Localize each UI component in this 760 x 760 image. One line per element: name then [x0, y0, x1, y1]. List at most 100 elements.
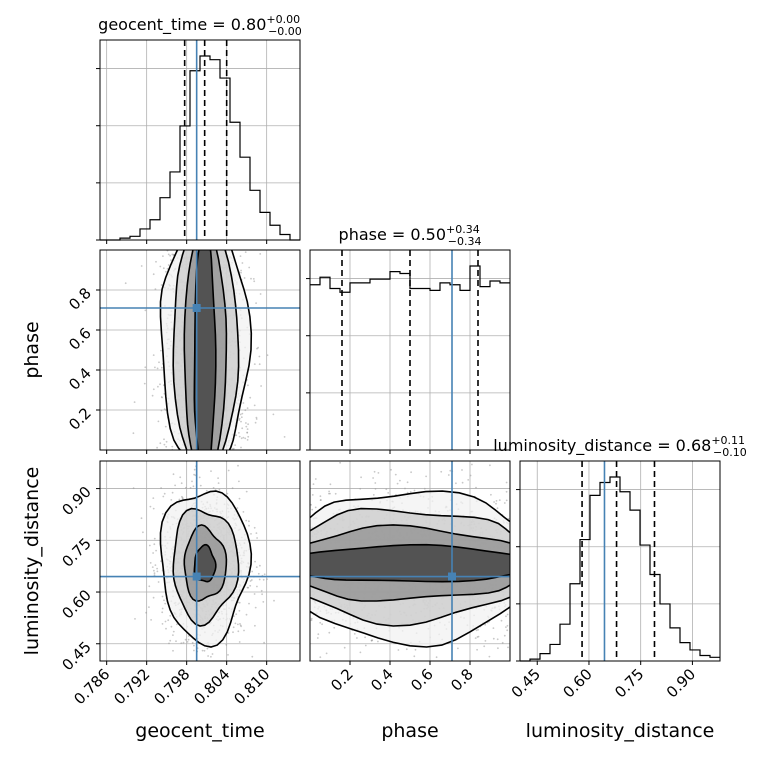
sample-point [178, 498, 181, 501]
sample-point [244, 251, 247, 254]
sample-point [240, 446, 242, 449]
sample-point [149, 505, 152, 508]
sample-point [180, 642, 183, 644]
sample-point [241, 262, 244, 264]
sample-point [166, 268, 169, 270]
sample-point [238, 432, 240, 434]
panel-frame [519, 460, 721, 662]
sample-point [314, 506, 317, 509]
sample-point [461, 481, 464, 484]
sample-point [242, 436, 245, 439]
sample-point [247, 423, 250, 426]
sample-point [258, 578, 261, 581]
sample-point [218, 488, 221, 491]
contour-line [183, 250, 228, 450]
sample-point [243, 629, 245, 632]
sample-point [172, 630, 175, 633]
scatter-panel-geocent-time-vs-luminosity-distance [96, 435, 301, 677]
sample-point [321, 623, 323, 626]
sample-point [163, 408, 166, 410]
panel-frame [309, 249, 511, 451]
sample-point [132, 432, 135, 435]
sample-point [161, 611, 164, 614]
sample-point [154, 366, 156, 369]
sample-point [314, 478, 317, 480]
sample-point [162, 495, 165, 498]
sample-point [261, 593, 263, 596]
sample-point [238, 435, 241, 438]
truth-marker [192, 304, 201, 312]
sample-point [182, 641, 185, 644]
sample-point [397, 649, 400, 651]
sample-point [249, 396, 252, 399]
sample-point [200, 671, 202, 673]
sample-point [310, 617, 313, 620]
x-tick-label: 0.798 [150, 665, 193, 708]
sample-point [153, 572, 156, 575]
sample-point [171, 491, 174, 494]
hist-panel-phase: phase = 0.50+0.34 −0.34 [306, 223, 511, 454]
sample-point [172, 634, 174, 636]
sample-point [405, 648, 408, 651]
sample-point [162, 435, 164, 437]
sample-point [413, 655, 416, 658]
sample-point [210, 470, 212, 472]
sample-point [206, 675, 208, 677]
sample-point [239, 623, 241, 625]
sample-point [476, 648, 478, 651]
sample-point [253, 526, 256, 529]
sample-point [145, 611, 148, 614]
x-tick-label: 0.786 [70, 665, 113, 708]
sample-point [505, 615, 507, 618]
sample-point [390, 468, 392, 471]
sample-point [184, 638, 187, 641]
sample-point [239, 413, 242, 416]
sample-point [156, 570, 159, 573]
panel-title-phase: phase = 0.50+0.34 −0.34 [339, 223, 482, 248]
sample-point [240, 416, 243, 419]
sample-point [475, 486, 477, 489]
sample-point [153, 574, 156, 577]
sample-point [161, 607, 164, 610]
sample-point [161, 366, 163, 369]
sample-point [192, 485, 195, 488]
sample-point [247, 435, 250, 438]
sample-point [176, 623, 178, 626]
sample-point [193, 644, 195, 647]
sample-point [483, 645, 486, 648]
sample-point [250, 579, 253, 581]
sample-point [262, 578, 265, 581]
sample-point [227, 469, 230, 472]
sample-point [169, 614, 172, 617]
sample-point [255, 416, 258, 419]
sample-point [505, 499, 508, 502]
y-tick-label: 0.60 [58, 586, 94, 622]
truth-marker [448, 572, 456, 581]
sample-point [310, 619, 313, 622]
sample-point [170, 259, 172, 261]
sample-point [232, 447, 235, 450]
sample-point [245, 425, 248, 428]
sample-point [263, 641, 265, 644]
sample-point [415, 664, 417, 666]
sample-point [253, 404, 256, 407]
sample-point [492, 627, 495, 629]
sample-point [151, 566, 154, 568]
panel-title-luminosity-distance: luminosity_distance = 0.68+0.11 −0.10 [493, 434, 747, 459]
sample-point [377, 662, 379, 664]
sample-point [212, 487, 215, 489]
sample-point [163, 492, 166, 495]
sample-point [253, 593, 256, 595]
sample-point [339, 461, 341, 464]
sample-point [191, 641, 194, 644]
sample-point [134, 618, 136, 620]
sample-point [165, 627, 167, 630]
sample-point [259, 253, 262, 255]
sample-point [238, 497, 241, 500]
y-tick-label: 0.90 [58, 483, 94, 519]
sample-point [235, 613, 238, 616]
sample-point [325, 652, 328, 655]
sample-point [449, 469, 452, 472]
sample-point [247, 586, 250, 589]
sample-point [505, 626, 507, 628]
